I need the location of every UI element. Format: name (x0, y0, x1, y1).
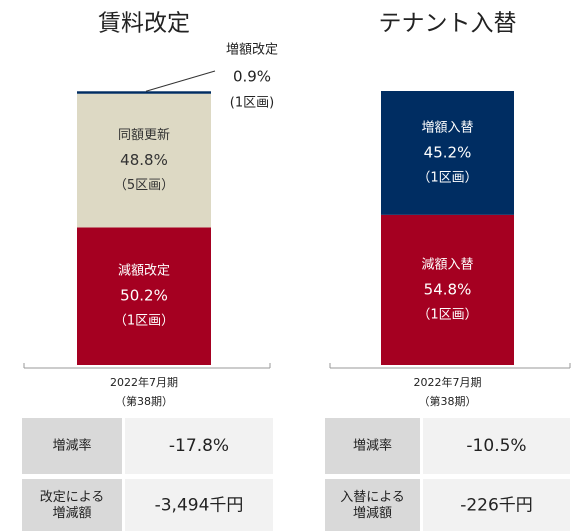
table-value-cell (423, 418, 570, 474)
table-label: 改定による (40, 490, 105, 505)
segment-note: (1区画) (230, 96, 274, 111)
table-value: -17.8% (169, 436, 229, 456)
chart-title: テナント入替 (379, 11, 517, 37)
chart-title: 賃料改定 (98, 11, 190, 37)
segment-note: （5区画） (114, 178, 174, 193)
table-label: 増減額 (52, 505, 91, 521)
table-value: -10.5% (466, 436, 526, 456)
segment-name: 減額改定 (118, 263, 170, 279)
table-label: 増減率 (52, 438, 91, 454)
table-label: 増減率 (353, 438, 392, 454)
segment-value: 48.8% (120, 151, 168, 169)
segment-value: 54.8% (424, 280, 472, 298)
table-value-cell (423, 479, 570, 531)
bar-segment (381, 91, 514, 215)
segment-value: 0.9% (233, 68, 271, 86)
table-label-cell (325, 418, 420, 474)
table-value-cell (125, 418, 273, 474)
bar-segment (77, 93, 211, 228)
bar-segment (381, 214, 514, 365)
segment-note: （1区画） (417, 307, 477, 322)
table-value-cell (125, 479, 273, 531)
bar-segment (77, 227, 211, 365)
leader-line (145, 70, 216, 92)
segment-note: （1区画） (417, 170, 477, 185)
table-label: 増減額 (353, 505, 392, 521)
segment-name: 増額入替 (421, 120, 473, 135)
segment-value: 50.2% (120, 287, 168, 305)
table-label: 入替による (340, 490, 405, 505)
segment-name: 減額入替 (421, 256, 473, 272)
segment-name: 同額更新 (118, 127, 170, 143)
table-label-cell (22, 479, 122, 531)
x-tick-label: 2022年7月期 (110, 375, 178, 389)
table-value: -3,494千円 (155, 496, 244, 516)
table-label-cell (22, 418, 122, 474)
x-tick-label: （第38期） (115, 394, 173, 408)
table-value: -226千円 (460, 496, 533, 516)
bar-segment (77, 91, 211, 94)
segment-name: 増額改定 (226, 43, 278, 58)
x-tick-label: 2022年7月期 (414, 375, 482, 389)
table-label-cell (325, 479, 420, 531)
x-tick-label: （第38期） (419, 394, 477, 408)
segment-note: （1区画） (114, 314, 174, 329)
segment-value: 45.2% (424, 143, 472, 161)
